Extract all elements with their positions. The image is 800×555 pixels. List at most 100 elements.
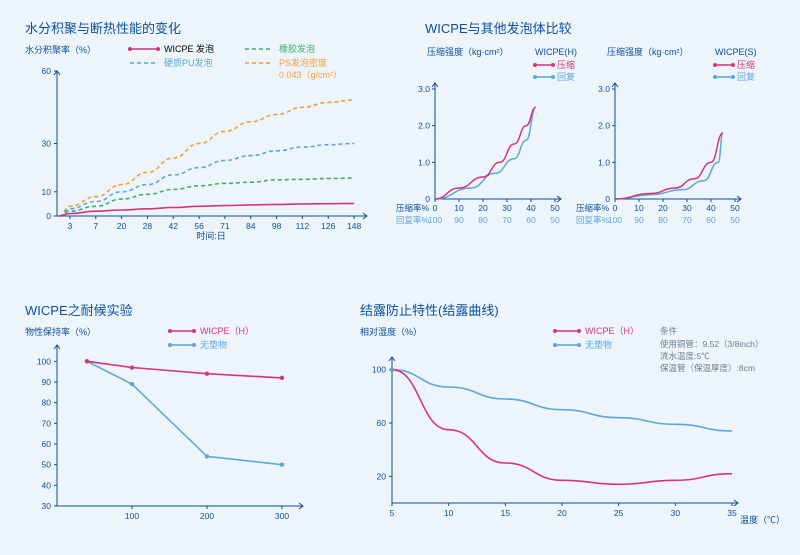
svg-text:20: 20 bbox=[557, 508, 567, 518]
svg-text:98: 98 bbox=[272, 221, 282, 231]
svg-text:200: 200 bbox=[200, 511, 214, 521]
svg-text:10: 10 bbox=[42, 187, 52, 197]
chart-compression: WICPE与其他发泡体比较 压缩强度（kg·cm²）WICPE(H)压缩回复01… bbox=[425, 18, 795, 244]
svg-text:50: 50 bbox=[550, 203, 560, 213]
svg-text:126: 126 bbox=[321, 221, 335, 231]
svg-text:70: 70 bbox=[682, 215, 692, 225]
svg-text:7: 7 bbox=[93, 221, 98, 231]
svg-text:70: 70 bbox=[42, 418, 52, 428]
svg-text:30: 30 bbox=[682, 203, 692, 213]
svg-text:0: 0 bbox=[46, 211, 51, 221]
svg-text:56: 56 bbox=[194, 221, 204, 231]
svg-text:20: 20 bbox=[478, 203, 488, 213]
svg-text:148: 148 bbox=[347, 221, 361, 231]
chart1-ylabel: 水分积聚率（%） bbox=[25, 44, 96, 55]
svg-text:30: 30 bbox=[671, 508, 681, 518]
svg-text:28: 28 bbox=[143, 221, 153, 231]
svg-text:WICPE(S): WICPE(S) bbox=[715, 47, 757, 57]
chart3-legend: WICPE（H） 无垫物 bbox=[168, 326, 254, 350]
svg-text:100: 100 bbox=[608, 215, 622, 225]
svg-text:90: 90 bbox=[634, 215, 644, 225]
svg-text:80: 80 bbox=[658, 215, 668, 225]
svg-text:WICPE(H): WICPE(H) bbox=[535, 47, 577, 57]
svg-text:1.0: 1.0 bbox=[418, 157, 430, 167]
chart3-ylabel: 物性保持率（%） bbox=[25, 326, 96, 337]
svg-text:10: 10 bbox=[444, 508, 454, 518]
svg-text:压缩率%: 压缩率% bbox=[576, 203, 610, 213]
chart4-ylabel: 相对湿度（%） bbox=[360, 326, 422, 337]
svg-text:40: 40 bbox=[42, 480, 52, 490]
cond-0: 使用铜管：9.52（3/8inch） bbox=[660, 339, 763, 349]
svg-text:回复率%: 回复率% bbox=[396, 215, 430, 225]
svg-text:300: 300 bbox=[275, 511, 289, 521]
svg-text:100: 100 bbox=[125, 511, 139, 521]
svg-text:压缩: 压缩 bbox=[557, 59, 575, 70]
svg-text:10: 10 bbox=[634, 203, 644, 213]
svg-text:90: 90 bbox=[42, 377, 52, 387]
legend-bare: 无垫物 bbox=[585, 339, 612, 350]
svg-text:2.0: 2.0 bbox=[598, 121, 610, 131]
svg-text:0: 0 bbox=[613, 203, 618, 213]
svg-text:回复: 回复 bbox=[557, 71, 575, 82]
svg-text:3.0: 3.0 bbox=[418, 84, 430, 94]
svg-text:20: 20 bbox=[117, 221, 127, 231]
legend-wicpe: WICPE（H） bbox=[585, 326, 639, 336]
svg-text:压缩强度（kg·cm²）: 压缩强度（kg·cm²） bbox=[427, 46, 509, 57]
svg-text:20: 20 bbox=[377, 471, 387, 481]
svg-text:50: 50 bbox=[42, 460, 52, 470]
svg-text:90: 90 bbox=[454, 215, 464, 225]
svg-text:60: 60 bbox=[526, 215, 536, 225]
chart-condensation: 结露防止特性(结露曲线) WICPE（H） 无垫物 条件 使用铜管：9.52（3… bbox=[360, 300, 790, 536]
svg-text:回复: 回复 bbox=[737, 71, 755, 82]
svg-text:80: 80 bbox=[478, 215, 488, 225]
svg-text:25: 25 bbox=[614, 508, 624, 518]
svg-text:1.0: 1.0 bbox=[598, 157, 610, 167]
legend-ps-extra: 0.043（g/cm²） bbox=[279, 70, 342, 80]
chart1-xlabel: 时间:日 bbox=[196, 230, 226, 241]
svg-text:5: 5 bbox=[390, 508, 395, 518]
chart4-title: 结露防止特性(结露曲线) bbox=[360, 300, 790, 319]
chart4-conditions: 条件 使用铜管：9.52（3/8inch） 流水温度:5℃ 保温管（保温厚度）:… bbox=[660, 326, 763, 373]
svg-text:100: 100 bbox=[37, 356, 51, 366]
svg-text:50: 50 bbox=[730, 203, 740, 213]
svg-text:压缩: 压缩 bbox=[737, 59, 755, 70]
svg-text:30: 30 bbox=[502, 203, 512, 213]
svg-text:80: 80 bbox=[42, 398, 52, 408]
cond-2: 保温管（保温厚度）:8cm bbox=[660, 363, 755, 373]
legend-wicpe: WICPE 发泡 bbox=[164, 43, 214, 54]
svg-text:10: 10 bbox=[454, 203, 464, 213]
legend-rubber: 橡胶发泡 bbox=[279, 43, 315, 54]
legend-wicpe: WICPE（H） bbox=[200, 326, 254, 336]
chart1-legend: WICPE 发泡 橡胶发泡 硬质PU发泡 PS发泡密度 0.043（g/cm²） bbox=[128, 43, 342, 80]
legend-pu: 硬质PU发泡 bbox=[164, 57, 213, 68]
cond-1: 流水温度:5℃ bbox=[660, 351, 710, 361]
svg-text:3: 3 bbox=[68, 221, 73, 231]
svg-text:100: 100 bbox=[372, 365, 386, 375]
svg-text:30: 30 bbox=[42, 501, 52, 511]
chart4-xlabel: 温度（℃） bbox=[740, 514, 785, 525]
svg-text:20: 20 bbox=[658, 203, 668, 213]
svg-text:压缩率%: 压缩率% bbox=[396, 203, 430, 213]
chart-weather: WICPE之耐候实验 WICPE（H） 无垫物 物性保持率（%） 3040506… bbox=[25, 300, 345, 536]
svg-text:回复率%: 回复率% bbox=[576, 215, 610, 225]
svg-text:40: 40 bbox=[526, 203, 536, 213]
svg-text:70: 70 bbox=[502, 215, 512, 225]
chart2-title: WICPE与其他发泡体比较 bbox=[425, 18, 795, 37]
svg-text:50: 50 bbox=[730, 215, 740, 225]
svg-text:40: 40 bbox=[706, 203, 716, 213]
svg-text:60: 60 bbox=[706, 215, 716, 225]
svg-text:30: 30 bbox=[42, 139, 52, 149]
chart-moisture: 水分积聚与断热性能的变化 WICPE 发泡 橡胶发泡 硬质PU发泡 PS发泡密度… bbox=[25, 18, 405, 244]
svg-text:60: 60 bbox=[42, 439, 52, 449]
svg-text:2.0: 2.0 bbox=[418, 121, 430, 131]
svg-text:100: 100 bbox=[428, 215, 442, 225]
legend-ps: PS发泡密度 bbox=[279, 57, 327, 68]
chart1-title: 水分积聚与断热性能的变化 bbox=[25, 18, 405, 37]
svg-text:60: 60 bbox=[377, 418, 387, 428]
svg-text:压缩强度（kg·cm²）: 压缩强度（kg·cm²） bbox=[607, 46, 689, 57]
svg-text:71: 71 bbox=[220, 221, 230, 231]
svg-text:35: 35 bbox=[727, 508, 737, 518]
cond-label: 条件 bbox=[660, 326, 678, 336]
svg-text:84: 84 bbox=[246, 221, 256, 231]
svg-text:3.0: 3.0 bbox=[598, 84, 610, 94]
